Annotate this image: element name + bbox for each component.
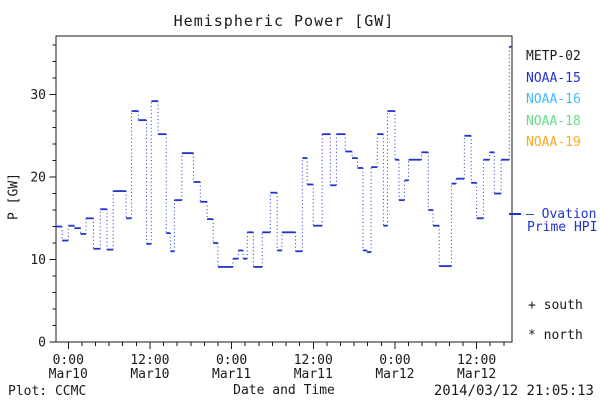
ovation-label-line1: — Ovation [526,207,597,222]
x-tick-label-date: Mar12 [375,367,414,382]
x-tick-label-time: 0:00 [216,353,247,368]
x-tick-label-date: Mar10 [49,367,88,382]
y-tick-label: 20 [30,171,46,186]
x-tick-label-date: Mar11 [212,367,251,382]
x-tick-label-time: 0:00 [53,353,84,368]
y-tick-label: 10 [30,253,46,268]
x-tick-label-time: 12:00 [457,353,496,368]
legend-item-noaa-19: NOAA-19 [526,135,581,151]
x-tick-label-time: 0:00 [379,353,410,368]
plot-box [55,35,513,343]
satellite-legend: METP-02 NOAA-15 NOAA-16 NOAA-18 NOAA-19 [526,46,581,154]
x-tick-label-date: Mar12 [457,367,496,382]
chart-title: Hemispheric Power [GW] [173,12,395,30]
ovation-label-line2: Prime HPI [527,220,598,235]
x-tick-label-date: Mar11 [294,367,333,382]
legend-item-metp-02: METP-02 [526,49,581,64]
x-axis-label: Date and Time [233,383,335,398]
legend-item-noaa-15: NOAA-15 [526,70,581,86]
south-marker-label: + south [528,298,583,313]
x-tick-label-date: Mar10 [130,367,169,382]
hpi-step-series [56,45,512,268]
ovation-line-sample [509,213,521,215]
plot-source-label: Plot: CCMC [8,384,87,399]
plot-timestamp: 2014/03/12 21:05:13 [433,383,594,399]
y-tick-label: 0 [38,336,46,351]
north-marker-label: * north [528,328,583,343]
legend-item-noaa-16: NOAA-16 [526,92,581,108]
x-tick-label-time: 12:00 [294,353,333,368]
x-tick-label-time: 12:00 [130,353,169,368]
y-axis-label: P [GW] [6,173,22,220]
legend-item-noaa-18: NOAA-18 [526,113,581,129]
y-tick-label: 30 [30,88,46,103]
